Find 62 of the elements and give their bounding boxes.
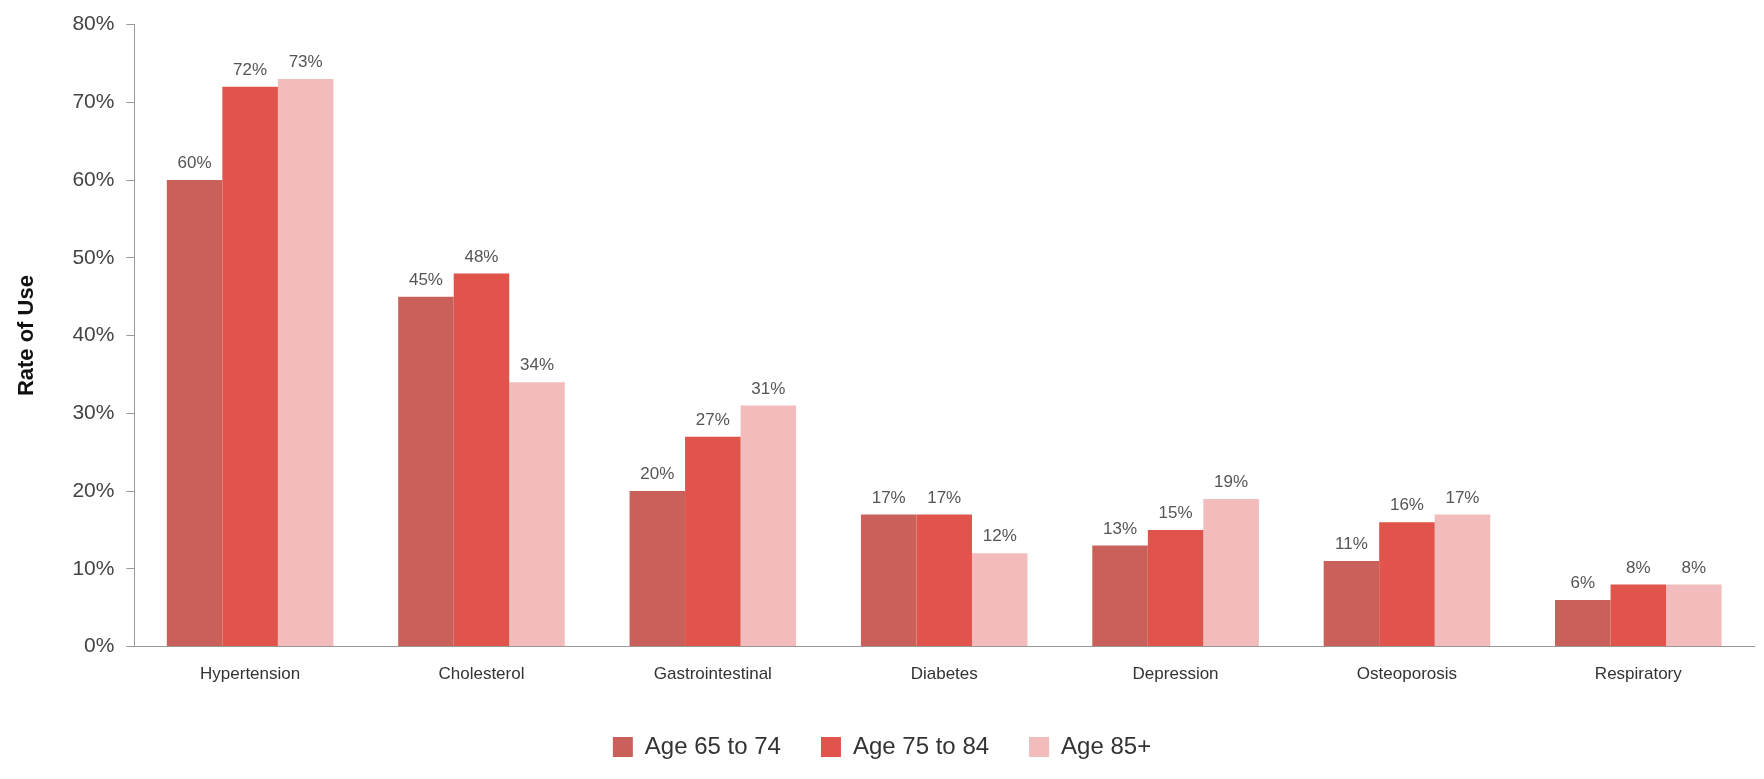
bar (398, 296, 454, 647)
y-tick-label: 40% (72, 322, 115, 346)
bar (971, 553, 1028, 647)
bar (1610, 584, 1667, 647)
bar (1203, 498, 1259, 647)
y-tick-label: 10% (72, 555, 115, 579)
bar (860, 514, 917, 647)
x-tick-label: Gastrointestinal (653, 664, 772, 684)
data-label: 11% (1335, 534, 1368, 554)
bar (685, 436, 741, 647)
y-tick-label: 70% (72, 89, 115, 113)
bar (1092, 545, 1148, 647)
bar (1555, 599, 1611, 647)
data-label: 48% (464, 246, 499, 266)
data-label: 73% (288, 52, 323, 72)
y-tick-label: 80% (72, 11, 115, 35)
y-tick-label: 50% (72, 244, 115, 268)
x-tick-label: Depression (1132, 664, 1219, 684)
x-tick-label: Cholesterol (438, 664, 525, 684)
x-tick-label: Respiratory (1594, 664, 1683, 684)
data-label: 12% (982, 526, 1017, 546)
legend-label: Age 75 to 84 (852, 731, 990, 759)
x-tick-label: Hypertension (200, 664, 301, 684)
data-label: 20% (640, 464, 675, 484)
bar (1323, 561, 1380, 647)
y-tick-label: 20% (72, 477, 115, 501)
data-label: 17% (871, 487, 906, 507)
data-label: 72% (233, 59, 268, 79)
data-label: 17% (1445, 487, 1480, 507)
bar (1434, 514, 1491, 647)
bar (1147, 529, 1204, 647)
bar (277, 79, 334, 647)
bar (509, 382, 565, 647)
data-label: 6% (1570, 573, 1596, 593)
data-label: 34% (519, 355, 555, 375)
bar (1379, 522, 1435, 647)
data-label: 16% (1389, 495, 1424, 515)
bar (453, 273, 510, 647)
y-axis-title: Rate of Use (13, 275, 39, 397)
data-label: 8% (1626, 557, 1651, 577)
data-label: 15% (1158, 503, 1193, 523)
x-tick-label: Diabetes (910, 664, 978, 684)
bar (1666, 584, 1722, 647)
bar (916, 514, 972, 647)
y-tick-label: 60% (72, 166, 115, 190)
x-tick-label: Osteoporosis (1356, 664, 1458, 684)
y-tick-label: 30% (72, 400, 115, 424)
data-label: 19% (1214, 472, 1249, 492)
data-label: 17% (927, 487, 962, 507)
y-tick-label: 0% (84, 633, 115, 657)
data-label: 45% (408, 269, 443, 289)
bar (629, 491, 686, 647)
data-label: 13% (1103, 518, 1138, 538)
bar (222, 86, 278, 647)
bar (166, 180, 223, 647)
data-label: 27% (695, 409, 730, 429)
legend-label: Age 85+ (1061, 731, 1152, 759)
data-label: 8% (1681, 557, 1707, 577)
legend-label: Age 65 to 74 (644, 731, 781, 759)
data-label: 31% (751, 378, 786, 398)
bar (740, 405, 797, 647)
data-label: 60% (177, 153, 212, 173)
